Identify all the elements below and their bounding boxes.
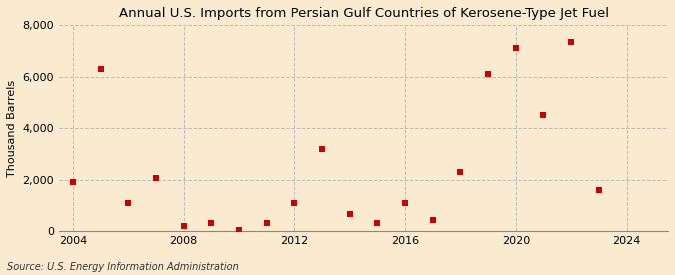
Point xyxy=(234,228,244,232)
Y-axis label: Thousand Barrels: Thousand Barrels xyxy=(7,80,17,177)
Point xyxy=(372,221,383,226)
Point xyxy=(483,72,493,76)
Point xyxy=(455,170,466,174)
Point xyxy=(593,188,604,192)
Point xyxy=(427,218,438,222)
Point xyxy=(317,147,327,151)
Point xyxy=(510,46,521,51)
Point xyxy=(123,201,134,205)
Point xyxy=(151,176,161,181)
Title: Annual U.S. Imports from Persian Gulf Countries of Kerosene-Type Jet Fuel: Annual U.S. Imports from Persian Gulf Co… xyxy=(119,7,609,20)
Point xyxy=(95,67,106,71)
Point xyxy=(68,180,78,185)
Point xyxy=(566,40,576,44)
Text: Source: U.S. Energy Information Administration: Source: U.S. Energy Information Administ… xyxy=(7,262,238,272)
Point xyxy=(344,212,355,217)
Point xyxy=(206,221,217,226)
Point xyxy=(538,113,549,118)
Point xyxy=(261,221,272,226)
Point xyxy=(178,224,189,228)
Point xyxy=(400,201,410,205)
Point xyxy=(289,201,300,205)
